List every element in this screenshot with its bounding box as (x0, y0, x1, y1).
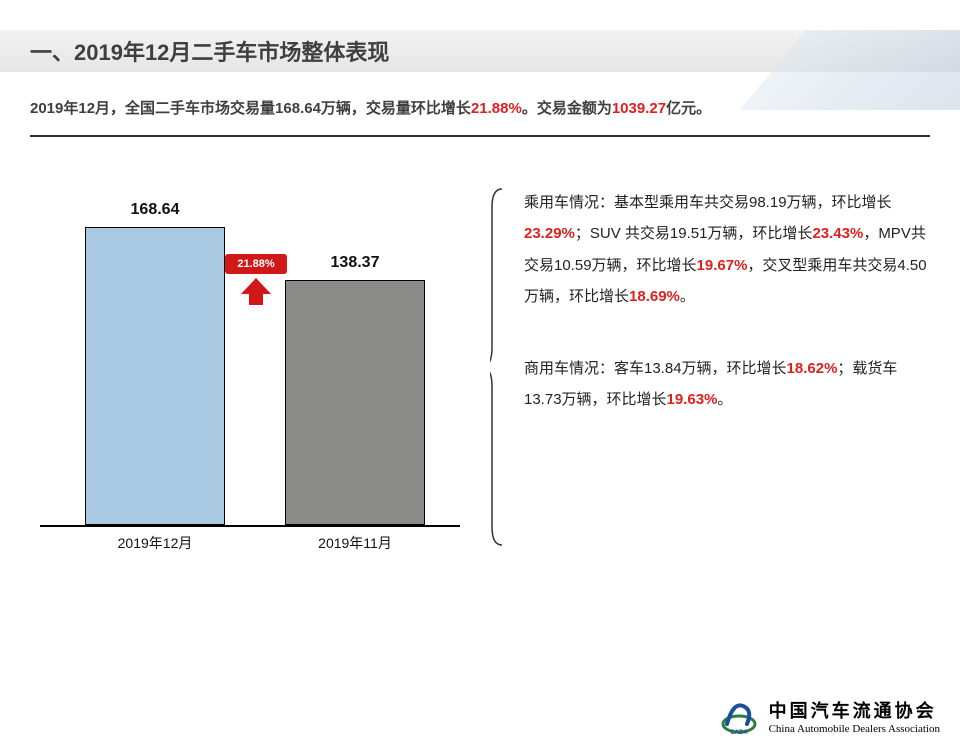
footer-logo: CADA 中国汽车流通协会 China Automobile Dealers A… (719, 696, 940, 736)
highlight-number: 19.67% (697, 257, 748, 274)
content-row: 168.64 138.37 2019年12月 2019年11月 21.88% 乘… (30, 177, 930, 557)
highlight-number: 18.62% (787, 360, 838, 377)
bracket (490, 177, 504, 557)
text-run: 乘用车情况：基本型乘用车共交易98.19万辆，环比增长 (524, 194, 892, 211)
highlight-number: 23.29% (524, 225, 575, 242)
subtitle-post: 亿元。 (666, 100, 711, 117)
bar-chart: 168.64 138.37 2019年12月 2019年11月 21.88% (30, 177, 470, 557)
bar-rect (285, 280, 425, 524)
growth-badge: 21.88% (225, 254, 287, 278)
bar-value-label: 168.64 (85, 201, 225, 219)
right-text: 乘用车情况：基本型乘用车共交易98.19万辆，环比增长 23.29%；SUV 共交… (524, 177, 930, 557)
bar-nov2019: 138.37 (285, 280, 425, 524)
subtitle-mid: 。交易金额为 (522, 100, 612, 117)
divider (30, 135, 930, 137)
subtitle-amount: 1039.27 (612, 100, 666, 117)
bar-rect (85, 227, 225, 525)
text-run: 商用车情况：客车13.84万辆，环比增长 (524, 360, 787, 377)
text-run: ；SUV 共交易19.51万辆，环比增长 (575, 225, 813, 242)
cada-logo-icon: CADA (719, 696, 759, 736)
page-title: 一、2019年12月二手车市场整体表现 (30, 35, 389, 67)
subtitle-pct: 21.88% (471, 100, 522, 117)
chart-area: 168.64 138.37 2019年12月 2019年11月 21.88% (30, 227, 470, 527)
bar-dec2019: 168.64 (85, 227, 225, 525)
bar-value-label: 138.37 (285, 254, 425, 272)
paragraph-passenger: 乘用车情况：基本型乘用车共交易98.19万辆，环比增长 23.29%；SUV 共交… (524, 187, 930, 313)
highlight-number: 23.43% (812, 225, 863, 242)
paragraph-commercial: 商用车情况：客车13.84万辆，环比增长18.62%；载货车13.73万辆，环比… (524, 353, 930, 416)
org-name-en: China Automobile Dealers Association (769, 723, 940, 735)
text-run: 。 (717, 391, 732, 408)
subtitle-pre: 2019年12月，全国二手车市场交易量168.64万辆，交易量环比增长 (30, 100, 471, 117)
org-name-zh: 中国汽车流通协会 (769, 697, 940, 723)
svg-text:CADA: CADA (730, 730, 748, 736)
chart-baseline (40, 525, 460, 527)
cada-text: 中国汽车流通协会 China Automobile Dealers Associ… (769, 697, 940, 735)
growth-percent: 21.88% (225, 254, 287, 274)
highlight-number: 19.63% (667, 391, 718, 408)
axis-label: 2019年12月 (75, 533, 235, 553)
axis-label: 2019年11月 (275, 533, 435, 553)
highlight-number: 18.69% (629, 288, 680, 305)
text-run: 。 (680, 288, 695, 305)
